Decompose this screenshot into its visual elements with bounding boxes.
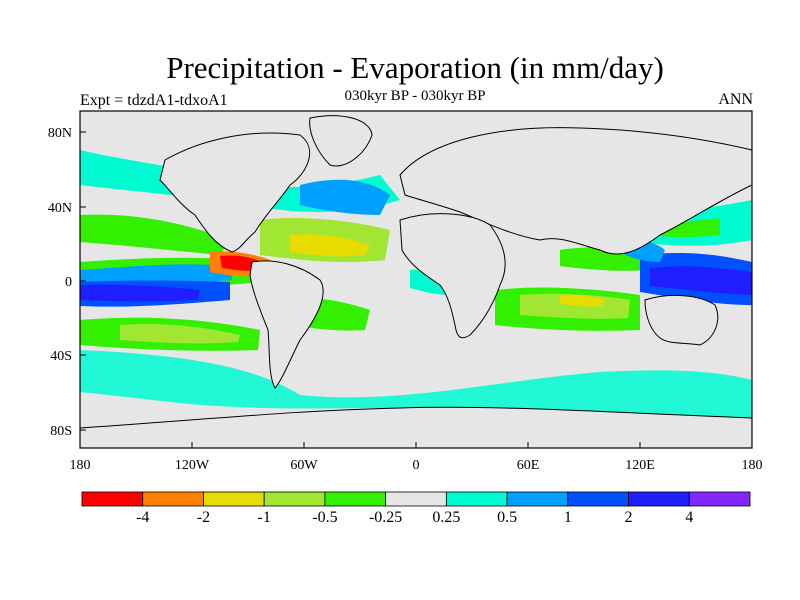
lon-tick-label: 120E (625, 458, 655, 473)
colorbar-label: 2 (625, 509, 633, 526)
colorbar-swatch (445, 491, 508, 507)
south-america (249, 260, 324, 389)
colorbar-swatch (81, 491, 144, 507)
colorbar-label: -0.25 (369, 509, 402, 526)
lon-tick-label: 60E (517, 458, 540, 473)
colorbar-label: -4 (136, 509, 149, 526)
lat-tick-label: 80S (50, 424, 72, 439)
lon-tick-label: 0 (413, 458, 420, 473)
page-title: Precipitation - Evaporation (in mm/day) (166, 50, 664, 85)
north-america (159, 132, 311, 253)
lon-tick-label: 180 (742, 458, 763, 473)
colorbar-label: -2 (197, 509, 210, 526)
colorbar-swatch (142, 491, 204, 507)
australia (644, 295, 719, 346)
lon-tick-label: 120W (175, 458, 210, 473)
lon-tick-label: 180 (70, 458, 91, 473)
lat-tick-label: 40N (48, 201, 72, 216)
colorbar-label: 0.25 (432, 509, 460, 526)
lat-tick-label: 80N (48, 126, 72, 141)
lon-tick-label: 60W (290, 458, 318, 473)
colorbar-swatch (324, 491, 387, 507)
colorbar-label: 1 (564, 509, 572, 526)
field-contours (80, 150, 752, 430)
colorbar-swatch (688, 491, 751, 507)
colorbar-label: -1 (258, 509, 271, 526)
continent-outlines (79, 115, 753, 449)
colorbar: -4 -2 -1 -0.5 -0.25 0.25 0.5 1 2 4 (81, 491, 751, 526)
longitude-axis: 180 120W 60W 0 60E 120E 180 (70, 442, 763, 473)
season-label: ANN (718, 91, 753, 108)
africa (399, 213, 506, 339)
colorbar-swatch (263, 491, 326, 507)
experiment-label: Expt = tdzdA1-tdxoA1 (80, 92, 228, 109)
colorbar-swatch (628, 491, 690, 507)
antarctica (79, 406, 753, 449)
greenland (309, 115, 373, 167)
subtitle: 030kyr BP - 030kyr BP (344, 88, 486, 104)
lat-tick-label: 40S (50, 349, 72, 364)
colorbar-label: 4 (685, 509, 693, 526)
lat-tick-label: 0 (65, 275, 72, 290)
colorbar-swatch (567, 491, 629, 507)
colorbar-swatch (203, 491, 265, 507)
latitude-axis: 80N 40N 0 40S 80S (48, 126, 86, 439)
colorbar-label: -0.5 (312, 509, 337, 526)
colorbar-swatch (506, 491, 569, 507)
colorbar-label: 0.5 (497, 509, 517, 526)
colorbar-swatch (385, 491, 447, 507)
